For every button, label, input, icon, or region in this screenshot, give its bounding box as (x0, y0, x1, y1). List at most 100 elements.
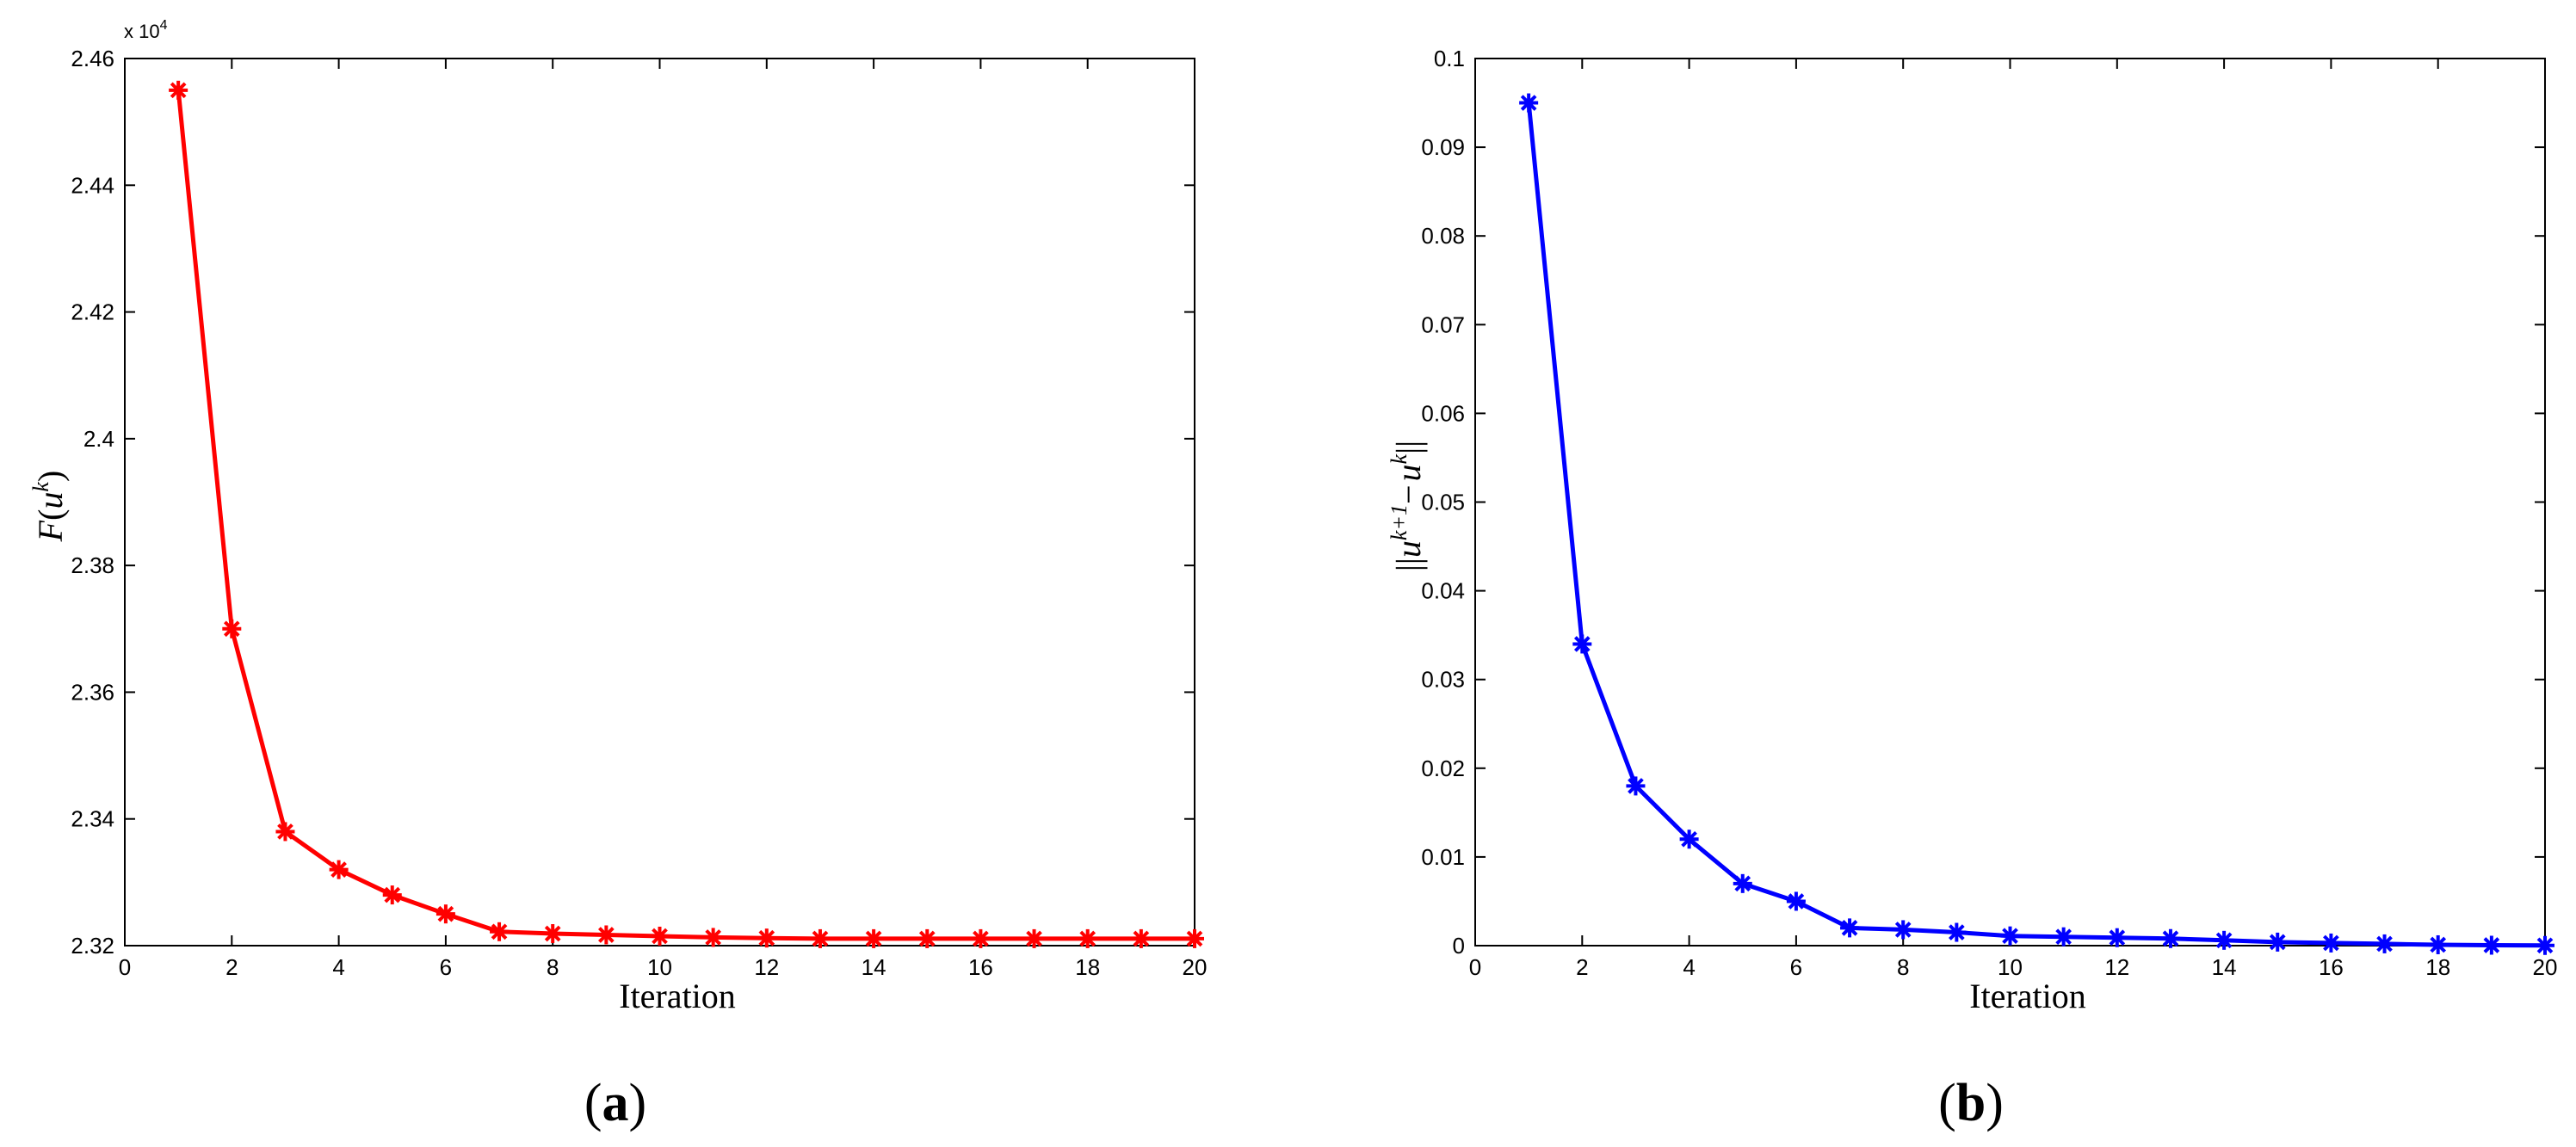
data-point-a-1 (169, 80, 188, 100)
data-point-b-17 (2375, 934, 2394, 953)
x-tick-a-7: 14 (862, 59, 886, 980)
data-point-a-10 (650, 926, 670, 946)
y-tick-a-4: 2.4 (83, 426, 1195, 452)
data-point-a-5 (382, 885, 402, 905)
svg-text:F(uk): F(uk) (28, 471, 70, 543)
y-tick-label: 0.05 (1421, 490, 1465, 515)
data-point-a-3 (275, 822, 295, 842)
data-point-b-18 (2428, 934, 2448, 954)
data-point-b-4 (1679, 829, 1699, 849)
y-tick-label: 0.03 (1421, 667, 1465, 693)
data-point-a-6 (436, 904, 455, 924)
data-point-b-15 (2268, 932, 2288, 952)
y-tick-a-3: 2.38 (71, 552, 1195, 578)
data-point-a-8 (543, 924, 563, 944)
series-a (169, 80, 1204, 948)
data-point-a-16 (971, 928, 991, 948)
x-tick-label: 18 (1075, 954, 1100, 980)
x-tick-label: 10 (1998, 954, 2023, 980)
y-tick-b-10: 0.1 (1434, 46, 2545, 71)
data-point-a-18 (1078, 928, 1097, 948)
x-axis-label-b: Iteration (1969, 977, 2086, 1015)
data-point-a-14 (864, 928, 884, 948)
y-tick-b-2: 0.02 (1421, 755, 2545, 781)
x-tick-b-9: 18 (2425, 59, 2450, 980)
series-b (1519, 93, 2554, 955)
y-tick-b-9: 0.09 (1421, 134, 2545, 160)
data-point-a-15 (917, 928, 937, 948)
y-tick-label: 0.02 (1421, 755, 1465, 781)
x-tick-label: 6 (1790, 954, 1802, 980)
x-tick-label: 12 (2104, 954, 2129, 980)
y-tick-b-1: 0.01 (1421, 844, 2545, 870)
x-tick-label: 14 (862, 954, 886, 980)
y-tick-a-0: 2.32 (71, 933, 1195, 959)
x-tick-label: 16 (2319, 954, 2344, 980)
plot-frame-b (1474, 58, 2546, 947)
series-line-b (1526, 102, 2546, 948)
y-tick-label: 2.44 (71, 172, 114, 198)
y-axis-label-b: ||uk+1−uk|| (1387, 441, 1428, 571)
x-tick-label: 14 (2212, 954, 2237, 980)
y-tick-label: 2.46 (71, 46, 114, 71)
data-point-b-8 (1893, 920, 1913, 940)
data-point-a-7 (490, 922, 510, 941)
plot-frame-a (124, 58, 1195, 947)
x-tick-label: 8 (1897, 954, 1909, 980)
data-point-b-11 (2054, 927, 2073, 947)
x-tick-b-10: 20 (2533, 59, 2558, 980)
x-tick-b-4: 8 (1897, 59, 1909, 980)
y-tick-label: 2.34 (71, 806, 114, 832)
x-tick-a-9: 18 (1075, 59, 1100, 980)
data-point-b-12 (2107, 928, 2127, 947)
data-point-a-12 (757, 928, 776, 948)
x-ticks-a: 0 2 4 6 8 10 12 14 16 18 20 (119, 59, 1207, 980)
data-point-a-9 (596, 925, 616, 945)
y-tick-a-7: 2.46 (71, 46, 1195, 71)
y-tick-b-5: 0.05 (1421, 490, 2545, 515)
data-point-b-16 (2321, 933, 2341, 953)
chart-panel-b: 0 2 4 6 8 10 12 14 16 18 20 00.010.020.030.040.050… (1387, 46, 2557, 1132)
y-tick-b-8: 0.08 (1421, 223, 2545, 249)
x-tick-a-10: 20 (1183, 59, 1207, 980)
y-tick-label: 0.06 (1421, 400, 1465, 426)
series-line-a (176, 89, 1195, 941)
x-tick-b-0: 0 (1469, 59, 1481, 980)
data-point-b-3 (1626, 776, 1646, 796)
data-point-b-14 (2215, 930, 2234, 950)
data-point-a-11 (703, 928, 723, 947)
x-tick-a-6: 12 (754, 59, 779, 980)
x-tick-label: 0 (1469, 954, 1481, 980)
y-tick-a-2: 2.36 (71, 679, 1195, 705)
data-point-b-10 (2000, 926, 2020, 946)
data-point-a-2 (222, 619, 242, 638)
y-ticks-a: 2.32 2.34 2.36 2.38 2.4 2.42 2.44 2.46 (71, 46, 1195, 959)
x-tick-label: 0 (119, 954, 131, 980)
svg-text:||uk+1−uk||: ||uk+1−uk|| (1387, 441, 1428, 571)
plot-area-a (124, 58, 1195, 947)
x-tick-label: 20 (2533, 954, 2558, 980)
x-tick-b-2: 4 (1683, 59, 1696, 980)
y-exponent-a: x 104 (124, 18, 168, 42)
data-point-b-20 (2536, 935, 2554, 955)
y-tick-b-4: 0.04 (1421, 578, 2545, 604)
y-tick-b-6: 0.06 (1421, 400, 2545, 426)
y-ticks-b: 0 0.01 0.02 0.03 0.04 0.05 0.06 0.07 0.08 0.09 0.1 (1421, 46, 2545, 959)
x-tick-b-6: 12 (2104, 59, 2129, 980)
x-tick-b-7: 14 (2212, 59, 2237, 980)
x-tick-label: 16 (968, 954, 993, 980)
y-tick-label: 2.4 (83, 426, 114, 452)
y-tick-label: 0.07 (1421, 311, 1465, 337)
x-tick-a-3: 6 (440, 59, 452, 980)
x-tick-label: 2 (225, 954, 238, 980)
y-tick-b-7: 0.07 (1421, 311, 2545, 337)
x-tick-a-0: 0 (119, 59, 131, 980)
y-tick-a-5: 2.42 (71, 299, 1195, 325)
x-ticks-b: 0 2 4 6 8 10 12 14 16 18 20 (1469, 59, 2558, 980)
data-point-a-4 (329, 860, 349, 879)
y-tick-label: 2.32 (71, 933, 114, 959)
y-tick-label: 0.1 (1434, 46, 1465, 71)
data-point-b-5 (1733, 873, 1752, 893)
y-tick-a-1: 2.34 (71, 806, 1195, 832)
